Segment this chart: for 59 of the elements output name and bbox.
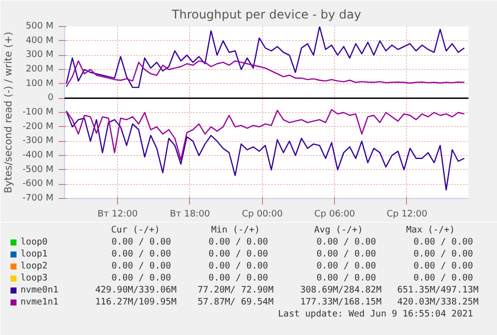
text: Min (-/+) [211,226,260,236]
text: 651.35M/497.13M [397,286,480,296]
x-tick-label: Ср 12:00 [386,210,428,220]
line-series [66,26,465,88]
text: 0.00 / 0.00 [111,250,172,260]
y-tick-label: -700 M [22,194,54,204]
chart-title: Throughput per device - by day [170,8,362,22]
text: 0.00 / 0.00 [111,238,172,248]
text: 0.00 / 0.00 [413,238,474,248]
text: Avg (-/+) [314,226,363,236]
text: 0.00 / 0.00 [208,262,268,272]
y-tick-label: 200 M [26,64,54,74]
text: 116.27M/109.95M [95,298,178,308]
text: 0.00 / 0.00 [316,274,376,284]
y-tick-label: 100 M [26,78,54,89]
text: Cur (-/+) [111,226,160,236]
text: 0.00 / 0.00 [316,250,376,260]
y-tick-label: 300 M [26,50,54,60]
y-tick-label: 400 M [26,36,54,46]
text: 177.33M/168.15M [300,298,382,308]
x-tick-label: Ср 06:00 [314,210,356,220]
text: 57.87M/ 69.54M [198,298,274,308]
text: 0.00 / 0.00 [208,250,268,260]
text: 429.90M/339.06M [95,286,178,296]
y-axis-title: Bytes/second read (-) / write (+) [3,32,14,194]
x-tick-label: Вт 18:00 [170,210,210,220]
y-tick-label: -400 M [22,150,54,160]
y-tick-label: -500 M [22,164,54,175]
text: 0.00 / 0.00 [413,262,474,272]
text: 0.00 / 0.00 [413,250,474,260]
text: 420.03M/338.25M [397,298,480,308]
text: 308.69M/284.82M [300,286,382,296]
x-tick-label: Вт 12:00 [97,210,138,220]
legend-label: loop2 [20,262,48,272]
legend-label: loop3 [20,274,48,284]
text: 0.00 / 0.00 [316,262,376,272]
text: 0.00 / 0.00 [111,262,172,272]
line-series [66,109,465,160]
text: 0.00 / 0.00 [111,274,172,284]
text: 0.00 / 0.00 [413,274,474,284]
legend-label: nvme1n1 [20,298,58,308]
legend-label: loop1 [20,250,48,260]
legend-label: loop0 [20,238,48,248]
legend-label: nvme0n1 [20,286,58,296]
text: Max (-/+) [406,226,455,236]
text: 0.00 / 0.00 [208,274,268,284]
line-series [66,60,465,88]
y-tick-label: -100 M [22,108,54,118]
y-tick-label: 0 [48,93,54,104]
y-tick-label: 500 M [26,22,54,32]
text: 77.20M/ 72.90M [198,286,274,296]
y-tick-label: -300 M [22,136,54,146]
x-tick-label: Ср 00:00 [242,210,283,220]
text: 0.00 / 0.00 [316,238,376,248]
line-series [66,110,465,190]
text: Last update: Wed Jun 9 16:55:04 2021 [278,310,474,320]
text: 0.00 / 0.00 [208,238,268,248]
y-tick-label: -200 M [22,122,54,132]
y-tick-label: -600 M [22,179,54,190]
